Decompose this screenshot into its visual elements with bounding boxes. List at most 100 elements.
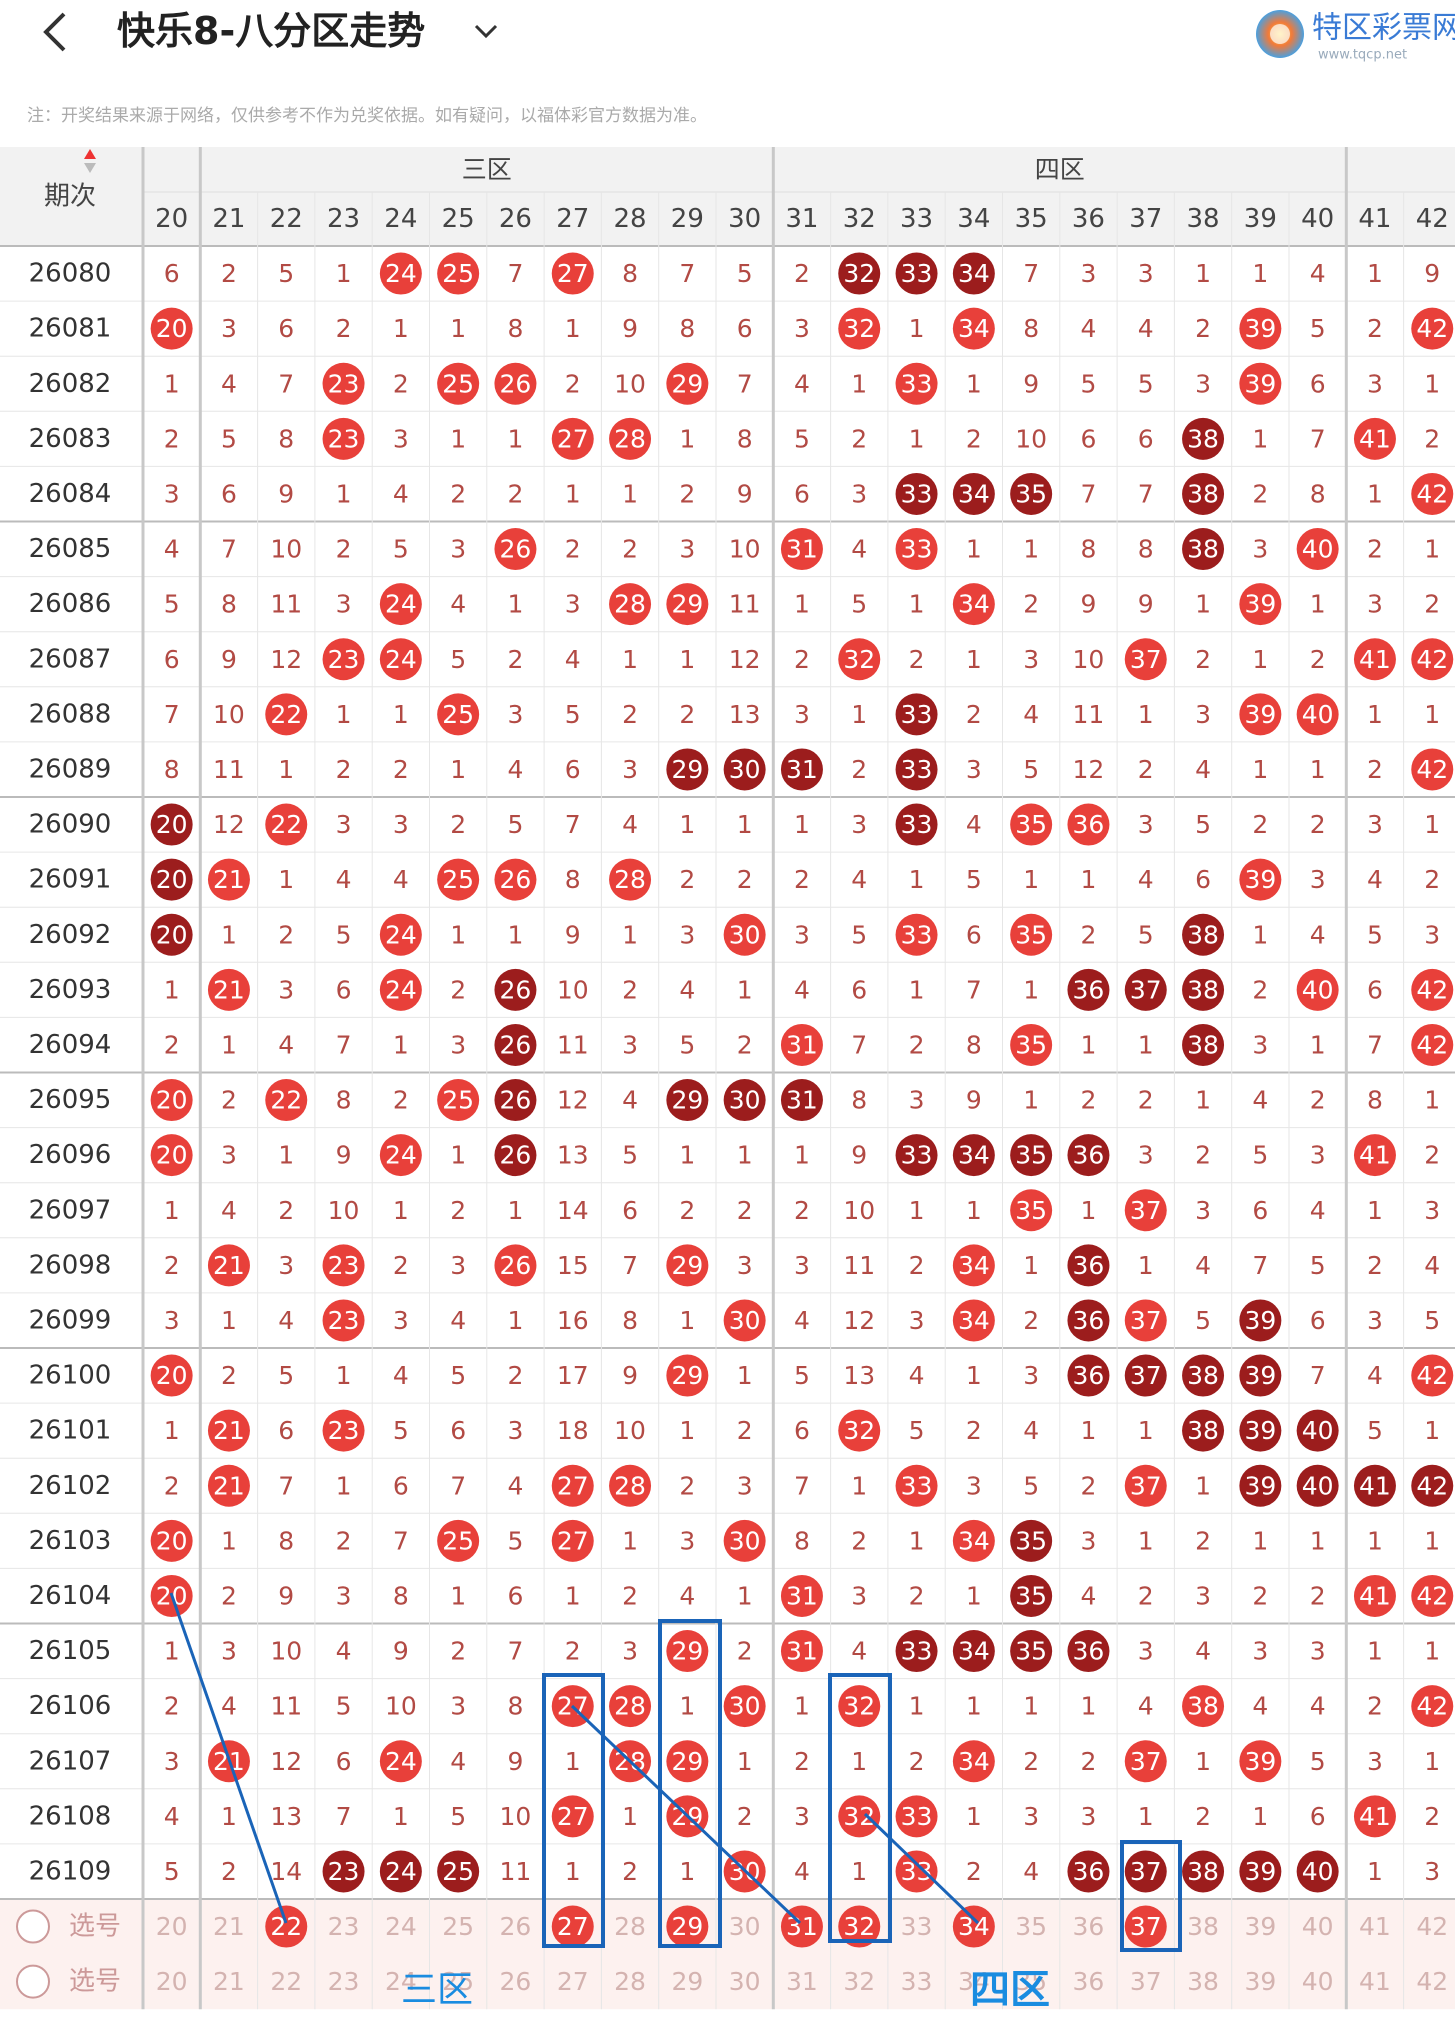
selected-ball[interactable] <box>838 1905 881 1948</box>
selected-number[interactable]: 29 <box>671 1912 703 1941</box>
miss-count: 3 <box>164 479 180 508</box>
selectable-number[interactable]: 30 <box>729 1967 761 1996</box>
selectable-number[interactable]: 28 <box>614 1967 646 1996</box>
miss-count: 8 <box>851 1086 867 1115</box>
radio[interactable] <box>16 1964 50 1999</box>
miss-count: 6 <box>221 479 237 508</box>
selectable-number[interactable]: 42 <box>1416 1967 1448 1996</box>
hit-ball-dark <box>150 858 193 901</box>
selectable-number[interactable]: 36 <box>1073 1912 1105 1941</box>
selectable-number[interactable]: 24 <box>385 1912 417 1941</box>
selected-number[interactable]: 31 <box>786 1912 818 1941</box>
hit-ball <box>895 1850 938 1893</box>
hit-number: 22 <box>270 810 302 839</box>
selected-ball[interactable] <box>666 1905 709 1948</box>
selectable-number[interactable]: 29 <box>671 1967 703 1996</box>
selectable-number[interactable]: 20 <box>156 1967 188 1996</box>
selectable-number[interactable]: 39 <box>1244 1967 1276 1996</box>
selectable-number[interactable]: 24 <box>385 1967 417 1996</box>
selectable-number[interactable]: 33 <box>901 1967 933 1996</box>
miss-count: 11 <box>213 755 245 784</box>
selectable-number[interactable]: 38 <box>1187 1912 1219 1941</box>
sort-icon[interactable] <box>84 163 96 173</box>
hit-number: 39 <box>1244 1471 1276 1500</box>
miss-count: 1 <box>1195 259 1211 288</box>
hit-ball-dark <box>1182 528 1225 571</box>
selectable-number[interactable]: 26 <box>500 1967 532 1996</box>
hit-ball <box>1124 1464 1167 1507</box>
selectable-number[interactable]: 25 <box>442 1967 474 1996</box>
miss-count: 4 <box>1080 314 1096 343</box>
selectable-number[interactable]: 40 <box>1302 1912 1334 1941</box>
miss-count: 1 <box>336 1361 352 1390</box>
hit-ball <box>838 307 881 350</box>
miss-count: 2 <box>1195 1526 1211 1555</box>
selectable-number[interactable]: 35 <box>1015 1967 1047 1996</box>
selectable-number[interactable]: 35 <box>1015 1912 1047 1941</box>
selectable-number[interactable]: 36 <box>1073 1967 1105 1996</box>
selectable-number[interactable]: 30 <box>729 1912 761 1941</box>
hit-ball <box>437 858 480 901</box>
hit-number: 30 <box>729 1306 761 1335</box>
selected-ball[interactable] <box>265 1905 308 1948</box>
miss-count: 3 <box>507 1416 523 1445</box>
selectable-number[interactable]: 41 <box>1359 1912 1391 1941</box>
miss-count: 1 <box>1367 700 1383 729</box>
selectable-number[interactable]: 38 <box>1187 1967 1219 1996</box>
selectable-number[interactable]: 22 <box>270 1967 302 1996</box>
radio[interactable] <box>16 1909 50 1944</box>
selectable-number[interactable]: 33 <box>901 1912 933 1941</box>
selected-ball[interactable] <box>1124 1905 1167 1948</box>
selectable-number[interactable]: 28 <box>614 1912 646 1941</box>
selectable-number[interactable]: 41 <box>1359 1967 1391 1996</box>
selectable-number[interactable]: 31 <box>786 1967 818 1996</box>
selectable-number[interactable]: 21 <box>213 1912 245 1941</box>
selected-number[interactable]: 27 <box>557 1912 589 1941</box>
selectable-number[interactable]: 21 <box>213 1967 245 1996</box>
selectable-number[interactable]: 20 <box>156 1912 188 1941</box>
miss-count: 8 <box>507 314 523 343</box>
miss-count: 12 <box>270 645 302 674</box>
selectable-number[interactable]: 37 <box>1130 1967 1162 1996</box>
selected-ball[interactable] <box>952 1905 995 1948</box>
sort-icon[interactable] <box>84 149 96 159</box>
miss-count: 2 <box>1367 1692 1383 1721</box>
hit-ball <box>322 1409 365 1452</box>
selectable-number[interactable]: 34 <box>958 1967 990 1996</box>
selected-number[interactable]: 22 <box>270 1912 302 1941</box>
back-button[interactable] <box>43 12 66 52</box>
hit-ball-dark <box>1124 1850 1167 1893</box>
title-dropdown[interactable] <box>474 24 498 39</box>
selectable-number[interactable]: 23 <box>328 1967 360 1996</box>
miss-count: 1 <box>164 1416 180 1445</box>
selected-number[interactable]: 32 <box>843 1912 875 1941</box>
selected-number[interactable]: 37 <box>1130 1912 1162 1941</box>
miss-count: 2 <box>164 1251 180 1280</box>
selectable-number[interactable]: 42 <box>1416 1912 1448 1941</box>
miss-count: 7 <box>1252 1251 1268 1280</box>
selectable-number[interactable]: 23 <box>328 1912 360 1941</box>
selectable-number[interactable]: 25 <box>442 1912 474 1941</box>
miss-count: 1 <box>794 810 810 839</box>
selected-number[interactable]: 34 <box>958 1912 990 1941</box>
miss-count: 1 <box>507 1306 523 1335</box>
selectable-number[interactable]: 40 <box>1302 1967 1334 1996</box>
selectable-number[interactable]: 32 <box>843 1967 875 1996</box>
hit-ball <box>1010 803 1053 846</box>
miss-count: 10 <box>614 369 646 398</box>
miss-count: 12 <box>729 645 761 674</box>
miss-count: 3 <box>393 424 409 453</box>
miss-count: 4 <box>622 1086 638 1115</box>
miss-count: 2 <box>1424 865 1440 894</box>
selected-ball[interactable] <box>551 1905 594 1948</box>
miss-count: 1 <box>565 1747 581 1776</box>
miss-count: 1 <box>794 1692 810 1721</box>
miss-count: 10 <box>385 1692 417 1721</box>
selectable-number[interactable]: 39 <box>1244 1912 1276 1941</box>
hit-number: 39 <box>1244 1361 1276 1390</box>
miss-count: 7 <box>336 1802 352 1831</box>
selectable-number[interactable]: 27 <box>557 1967 589 1996</box>
selectable-number[interactable]: 26 <box>500 1912 532 1941</box>
miss-count: 3 <box>737 1251 753 1280</box>
hit-ball <box>1411 1685 1454 1728</box>
